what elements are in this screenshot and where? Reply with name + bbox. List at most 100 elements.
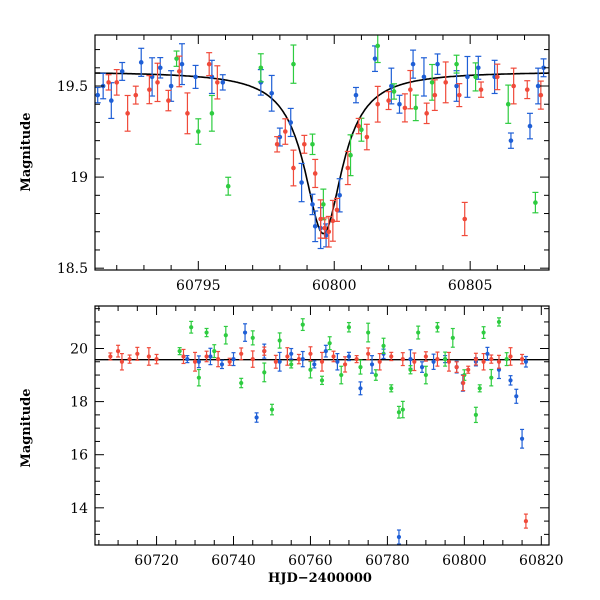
data-point-green — [257, 53, 264, 83]
data-point-red — [435, 351, 440, 367]
data-point-red — [524, 80, 531, 100]
data-point-green — [309, 133, 316, 156]
plot-frame — [94, 305, 550, 546]
data-point-red — [461, 374, 466, 392]
data-point-green — [290, 44, 297, 84]
data-point-red — [312, 158, 319, 189]
data-point-red — [184, 92, 191, 135]
data-point-red — [274, 136, 281, 153]
data-point-blue — [231, 352, 236, 367]
data-point-green — [196, 368, 201, 387]
data-point-red — [285, 347, 290, 366]
data-point-blue — [300, 350, 305, 368]
data-point-red — [442, 61, 449, 104]
data-point-blue — [138, 47, 145, 77]
data-point-red — [262, 346, 267, 356]
data-point-red — [344, 150, 351, 186]
data-point-blue — [475, 55, 482, 80]
data-point-red — [389, 351, 394, 362]
data-point-red — [301, 134, 308, 154]
bottom-panel-full-light-curve: 60720 60740 60760 60780 60800 60820 14 16 18 20 — [70, 305, 564, 569]
data-point-green — [532, 191, 539, 214]
data-point-red — [407, 69, 414, 110]
data-point-red — [115, 344, 121, 358]
data-point-green — [396, 405, 402, 419]
data-point-green — [416, 325, 421, 340]
data-point-green — [504, 352, 509, 367]
data-point-blue — [523, 355, 529, 368]
data-point-blue — [268, 74, 275, 112]
series-green — [177, 317, 509, 424]
data-point-red — [239, 347, 244, 361]
data-point-blue — [540, 58, 547, 78]
data-point-blue — [396, 94, 403, 114]
data-point-red — [181, 348, 186, 365]
x-tick-label: 60805 — [448, 278, 493, 294]
data-point-blue — [410, 49, 417, 79]
data-point-green — [429, 63, 436, 101]
data-point-green — [269, 403, 275, 416]
plot-frame — [94, 34, 550, 271]
data-point-green — [435, 321, 440, 333]
data-point-red — [401, 93, 408, 123]
data-point-red — [319, 351, 325, 372]
data-point-red — [273, 354, 278, 369]
data-point-red — [461, 201, 468, 237]
plot-area — [95, 35, 549, 250]
data-point-blue — [396, 529, 402, 545]
data-point-green — [308, 360, 313, 379]
data-point-red — [412, 352, 417, 372]
x-tick-label: 60760 — [288, 553, 333, 569]
data-point-blue — [312, 210, 319, 243]
data-point-red — [192, 351, 198, 372]
data-point-blue — [208, 347, 213, 366]
data-point-green — [443, 351, 448, 367]
data-point-red — [508, 347, 513, 366]
data-point-blue — [358, 381, 363, 396]
top-panel-zoomed-light-curve: 60795 60800 60805 18.5 19 19.5 — [57, 34, 550, 294]
y-tick-label: 18.5 — [57, 261, 88, 277]
data-point-blue — [420, 57, 427, 97]
data-point-green — [374, 35, 381, 64]
data-point-red — [214, 65, 221, 100]
data-point-red — [355, 117, 362, 135]
data-point-blue — [95, 86, 101, 104]
data-point-red — [216, 350, 221, 368]
data-point-blue — [254, 412, 259, 423]
bottom-x-axis-label: HJD−2400000 — [268, 571, 372, 586]
data-point-blue — [287, 107, 294, 138]
plot-area — [95, 317, 549, 545]
data-point-red — [519, 353, 525, 365]
data-point-green — [327, 336, 332, 351]
data-point-red — [481, 352, 486, 371]
bottom-y-axis-label: Magnitude — [19, 388, 34, 467]
data-point-red — [154, 353, 159, 365]
data-point-green — [489, 368, 494, 387]
data-point-blue — [157, 56, 164, 79]
data-point-red — [456, 83, 463, 108]
data-point-red — [377, 352, 382, 371]
data-point-green — [189, 320, 194, 334]
data-point-green — [373, 369, 378, 381]
y-tick-label: 20 — [70, 341, 88, 357]
data-point-green — [389, 384, 394, 393]
data-point-blue — [298, 162, 305, 203]
data-point-blue — [192, 64, 199, 89]
data-point-red — [342, 356, 348, 373]
data-point-red — [494, 63, 501, 91]
data-point-blue — [514, 388, 519, 404]
x-tick-label: 60800 — [312, 278, 357, 294]
data-point-green — [225, 176, 232, 196]
x-tick-label: 60820 — [519, 553, 564, 569]
x-tick-label: 60740 — [211, 553, 256, 569]
data-point-red — [127, 354, 132, 364]
data-point-green — [408, 365, 413, 375]
data-point-blue — [108, 82, 115, 120]
data-point-blue — [419, 361, 425, 373]
data-point-green — [477, 384, 482, 393]
series-red — [108, 344, 529, 529]
data-point-blue — [277, 351, 282, 372]
data-point-blue — [346, 351, 352, 362]
data-point-green — [391, 83, 398, 100]
data-point-green — [472, 62, 479, 92]
